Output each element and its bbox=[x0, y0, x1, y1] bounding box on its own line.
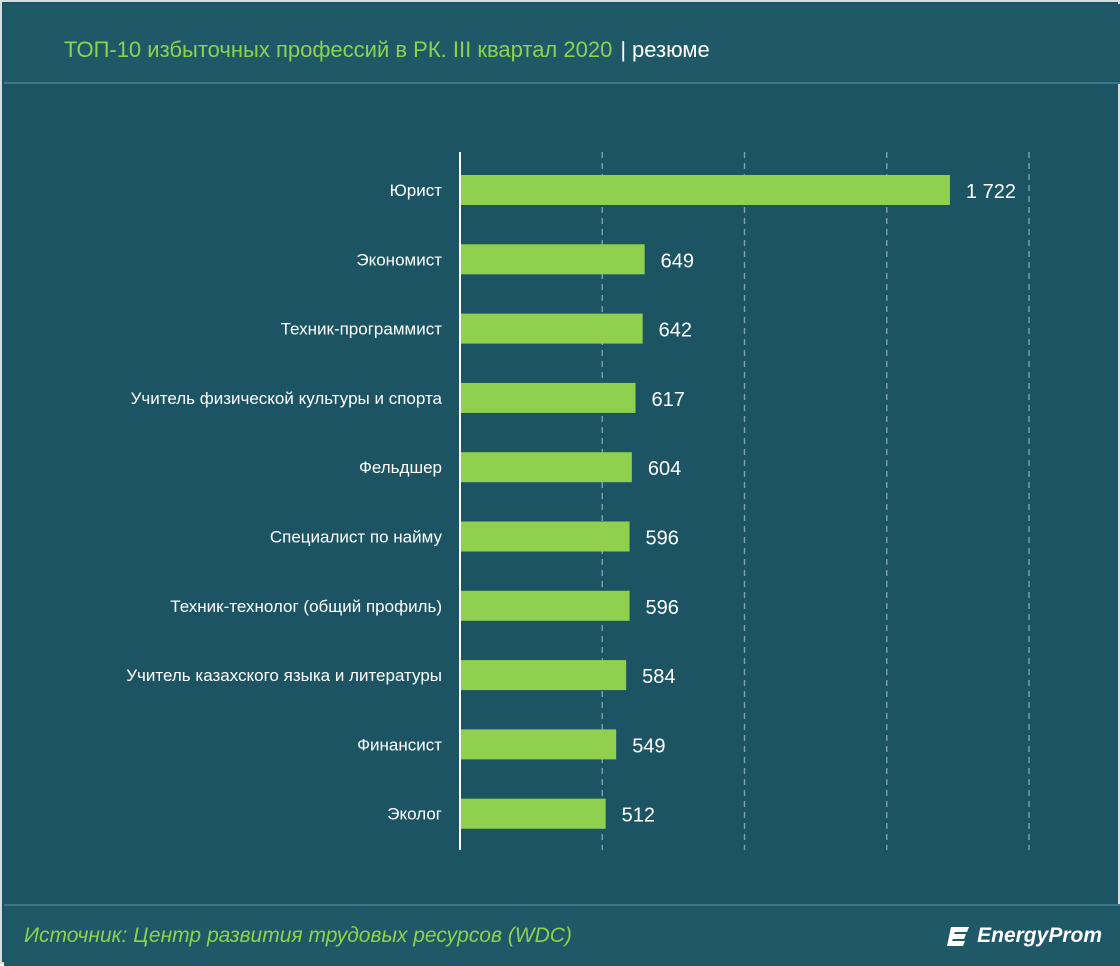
value-label: 604 bbox=[648, 458, 681, 480]
bar bbox=[460, 244, 645, 275]
category-label: Фельдшер bbox=[359, 458, 442, 477]
value-label: 617 bbox=[652, 389, 685, 411]
category-label: Экономист bbox=[356, 250, 442, 269]
value-label: 549 bbox=[632, 735, 665, 757]
value-label: 649 bbox=[661, 250, 694, 272]
logo-text: EnergyProm bbox=[977, 924, 1102, 947]
value-label: 1 722 bbox=[966, 181, 1016, 203]
header-bar: ТОП-10 избыточных профессий в РК. III кв… bbox=[4, 4, 1120, 84]
bar bbox=[460, 521, 630, 552]
footer-bar: Источник: Центр развития трудовых ресурс… bbox=[4, 904, 1120, 966]
category-label: Техник-программист bbox=[281, 320, 443, 339]
title-subtitle: резюме bbox=[632, 37, 710, 62]
value-label: 642 bbox=[659, 320, 692, 342]
bar-chart: Юрист 1 722 Экономист 649 Техник-программист… bbox=[126, 152, 1030, 850]
bar bbox=[460, 313, 643, 344]
category-label: Техник-технолог (общий профиль) bbox=[170, 597, 442, 616]
value-label: 584 bbox=[642, 666, 675, 688]
bar bbox=[460, 729, 617, 760]
chart-title: ТОП-10 избыточных профессий в РК. III кв… bbox=[64, 32, 710, 68]
brand-logo: EnergyProm bbox=[947, 920, 1102, 952]
value-label: 596 bbox=[646, 597, 679, 619]
bar bbox=[460, 452, 632, 483]
category-label: Учитель казахского языка и литературы bbox=[126, 666, 442, 685]
bar bbox=[460, 382, 636, 413]
bar bbox=[460, 660, 627, 691]
value-label: 512 bbox=[622, 805, 655, 827]
title-main: ТОП-10 избыточных профессий в РК. III кв… bbox=[64, 37, 613, 62]
bar bbox=[460, 590, 630, 621]
category-label: Специалист по найму bbox=[270, 528, 443, 547]
bar bbox=[460, 175, 950, 205]
bar bbox=[460, 798, 606, 829]
category-label: Финансист bbox=[357, 735, 442, 754]
category-label: Эколог bbox=[387, 805, 442, 824]
title-separator: | bbox=[620, 37, 627, 62]
category-label: Учитель физической культуры и спорта bbox=[131, 389, 443, 408]
energyprom-logo-icon bbox=[947, 927, 970, 946]
source-note: Источник: Центр развития трудовых ресурс… bbox=[24, 924, 572, 947]
value-label: 596 bbox=[646, 528, 679, 550]
category-label: Юрист bbox=[390, 181, 443, 200]
